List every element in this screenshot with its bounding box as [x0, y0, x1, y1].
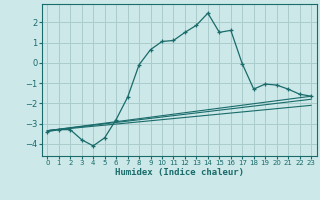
- X-axis label: Humidex (Indice chaleur): Humidex (Indice chaleur): [115, 168, 244, 177]
